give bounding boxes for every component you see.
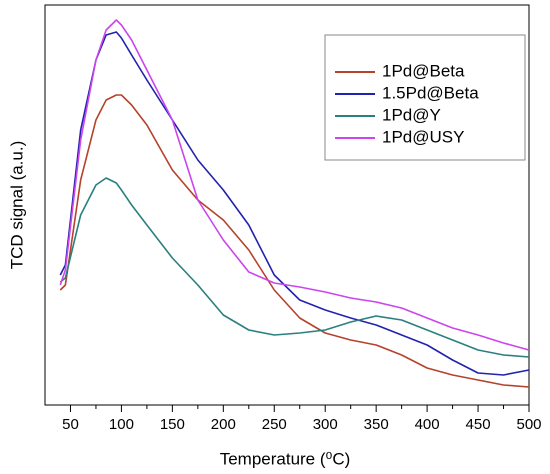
x-tick-label: 50: [62, 416, 79, 433]
x-tick-label: 250: [262, 416, 287, 433]
legend-label: 1Pd@Y: [382, 105, 441, 124]
legend-label: 1.5Pd@Beta: [382, 83, 479, 102]
legend-label: 1Pd@Beta: [382, 61, 465, 80]
x-tick-label: 350: [364, 416, 389, 433]
x-axis-label: Temperature (⁰C): [220, 449, 351, 468]
series-line: [59, 19, 530, 351]
x-tick-label: 500: [516, 416, 541, 433]
series-line: [59, 31, 530, 376]
x-tick-label: 400: [415, 416, 440, 433]
series-line: [59, 177, 530, 358]
legend-box: [324, 34, 526, 161]
x-tick-label: 200: [211, 416, 236, 433]
y-axis-label: TCD signal (a.u.): [7, 141, 26, 269]
x-tick-label: 300: [313, 416, 338, 433]
x-tick-label: 100: [109, 416, 134, 433]
x-tick-label: 450: [466, 416, 491, 433]
series-line: [59, 94, 530, 388]
x-tick-label: 150: [160, 416, 185, 433]
legend-label: 1Pd@USY: [382, 127, 464, 146]
plot-frame: [44, 4, 530, 406]
